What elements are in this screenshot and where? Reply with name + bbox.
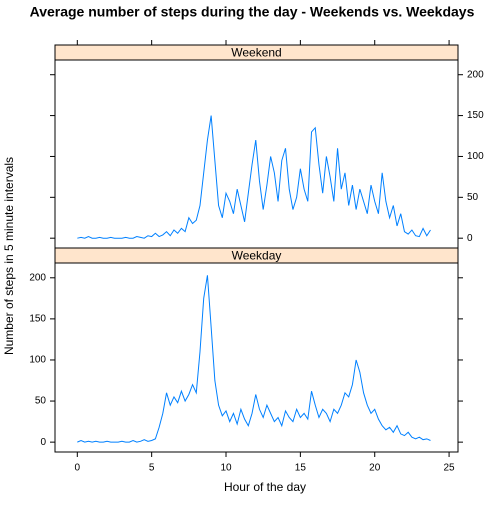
y-tick-label: 50 [35, 396, 47, 407]
y-tick-label: 100 [467, 151, 484, 162]
x-tick-label: 0 [75, 463, 81, 474]
y-tick-label: 0 [467, 233, 473, 244]
x-tick-label: 25 [444, 463, 456, 474]
x-tick-label: 5 [149, 463, 155, 474]
y-tick-label: 200 [29, 272, 46, 283]
y-tick-label: 100 [29, 355, 46, 366]
chart-title: Average number of steps during the day -… [30, 4, 475, 20]
x-axis-label: Hour of the day [224, 480, 306, 494]
x-tick-label: 20 [369, 463, 381, 474]
strip-label: Weekday [232, 249, 282, 263]
y-tick-label: 50 [467, 192, 479, 203]
x-tick-label: 15 [295, 463, 307, 474]
y-axis-label: Number of steps in 5 minute intervals [2, 157, 16, 355]
panel [54, 59, 459, 249]
strip-label: Weekend [231, 46, 281, 60]
x-tick-label: 10 [220, 463, 232, 474]
y-tick-label: 200 [467, 69, 484, 80]
y-tick-label: 150 [29, 314, 46, 325]
panel [54, 262, 459, 453]
line-series [77, 115, 431, 239]
y-tick-label: 150 [467, 110, 484, 121]
y-tick-label: 0 [40, 437, 46, 448]
line-series [77, 275, 431, 443]
